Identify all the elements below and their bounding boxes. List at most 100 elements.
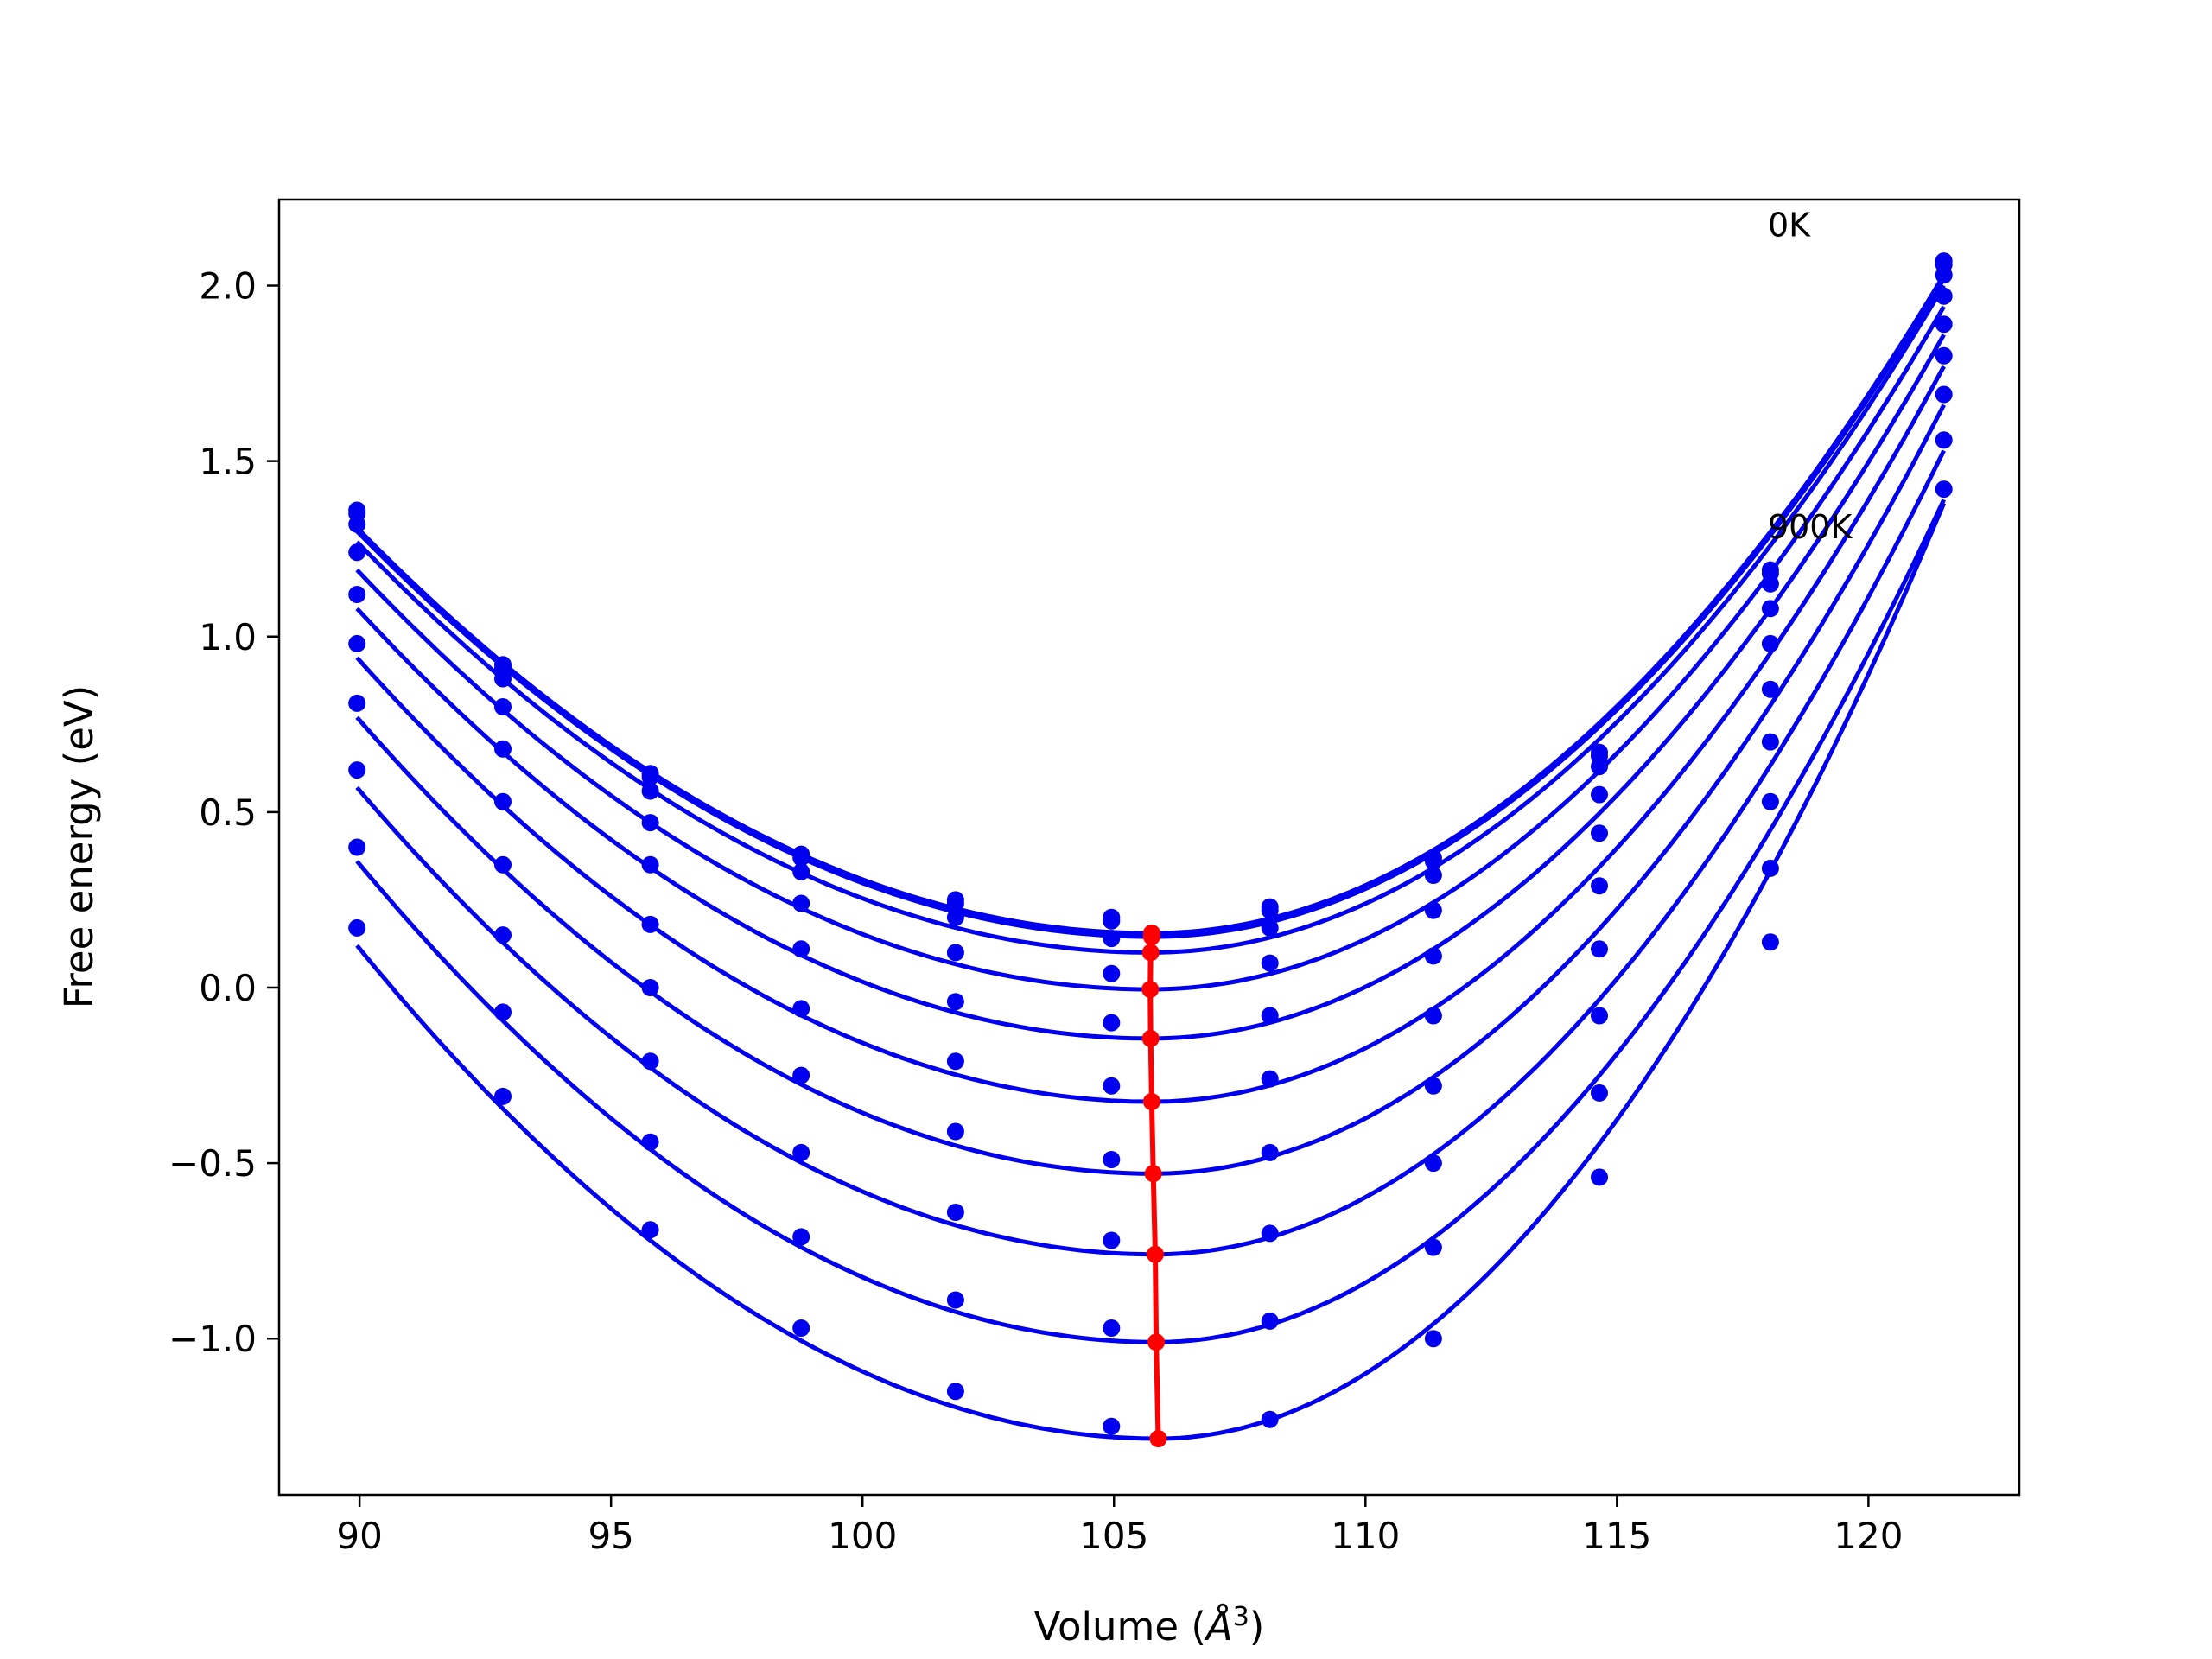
data-point [1935,480,1953,499]
data-point [792,862,810,880]
data-point [1103,1319,1121,1337]
plot-frame [277,198,2021,1497]
data-point [1103,1014,1121,1032]
minimum-point [1142,928,1160,946]
data-point [494,926,512,944]
data-point [1424,1007,1442,1025]
data-point [1761,680,1779,698]
data-point [1935,385,1953,404]
data-point [641,1221,659,1239]
data-point [1103,1417,1121,1435]
y-tick-label: 2.0 [199,265,257,308]
x-tick-label: 90 [336,1515,382,1557]
data-point [792,1143,810,1161]
data-point [1261,1007,1279,1025]
data-point [1261,901,1279,919]
x-axis-label: Volume (Å3) [1034,1602,1265,1650]
data-point [1424,1154,1442,1173]
data-point [348,634,366,652]
data-point [946,908,964,926]
minimum-point [1147,1333,1166,1351]
data-point [1761,600,1779,618]
y-tick-label: 1.5 [199,441,257,483]
data-point [348,838,366,856]
y-tick-label: 0.0 [199,967,257,1009]
data-point [1761,575,1779,593]
data-point [792,1066,810,1084]
data-point [1591,877,1608,895]
data-point [792,1319,810,1337]
data-point [1261,1224,1279,1243]
data-point [348,761,366,779]
data-point [1424,852,1442,870]
data-point [1591,758,1608,776]
data-point [494,792,512,810]
data-point [792,894,810,912]
x-tick-label: 115 [1582,1515,1651,1557]
data-point [1103,912,1121,930]
data-point [1424,1330,1442,1348]
y-tick-label: 1.0 [199,616,257,658]
data-point [1424,901,1442,919]
data-point [1591,1007,1608,1025]
data-point [1424,947,1442,965]
data-point [641,1133,659,1151]
data-point [1935,287,1953,305]
data-point [1591,824,1608,842]
data-point [494,670,512,688]
x-tick-label: 95 [588,1515,633,1557]
data-point [1761,859,1779,877]
minimum-point [1144,1165,1162,1183]
data-point [1103,930,1121,948]
y-tick-label: −1.0 [168,1318,257,1360]
x-tick-label: 105 [1079,1515,1148,1557]
data-point [1935,266,1953,284]
data-point [348,918,366,937]
data-point [1103,1231,1121,1249]
y-tick-label: −0.5 [168,1142,257,1185]
data-point [792,1000,810,1018]
data-point [792,1228,810,1246]
data-point [641,855,659,874]
data-point [348,543,366,562]
data-point [792,940,810,958]
data-point [1261,1410,1279,1428]
x-tick-label: 120 [1834,1515,1903,1557]
data-point [1261,1143,1279,1161]
data-point [494,1087,512,1105]
y-tick-label: 0.5 [199,791,257,834]
annotations: 0K 900K [1768,207,1853,546]
data-point [1261,918,1279,937]
data-point [1935,315,1953,334]
data-point [1103,1077,1121,1095]
x-tick-label: 110 [1331,1515,1400,1557]
data-point [641,979,659,996]
minimum-point [1147,1245,1164,1263]
data-points [348,252,1953,1435]
data-point [946,1122,964,1141]
data-point [1261,1070,1279,1088]
data-point [1591,1084,1608,1102]
fit-curve-3 [355,305,1946,992]
annotation-label: 0K [1768,207,1811,245]
data-point [1591,785,1608,804]
annotation-label: 900K [1768,508,1853,546]
data-point [1935,431,1953,449]
y-axis-label: Free energy (eV) [56,685,102,1008]
data-point [1761,792,1779,810]
data-point [946,1291,964,1309]
data-point [1103,1151,1121,1168]
minimum-point [1141,981,1160,998]
data-point [494,1003,512,1021]
data-point [641,1052,659,1071]
data-point [348,515,366,533]
data-point [946,1204,964,1221]
data-point [1761,634,1779,652]
data-point [641,814,659,832]
minimum-point [1141,944,1160,962]
data-point [792,849,810,867]
data-point [946,993,964,1011]
data-point [1424,867,1442,884]
data-point [1424,1077,1442,1095]
minimum-line [1147,933,1161,1440]
